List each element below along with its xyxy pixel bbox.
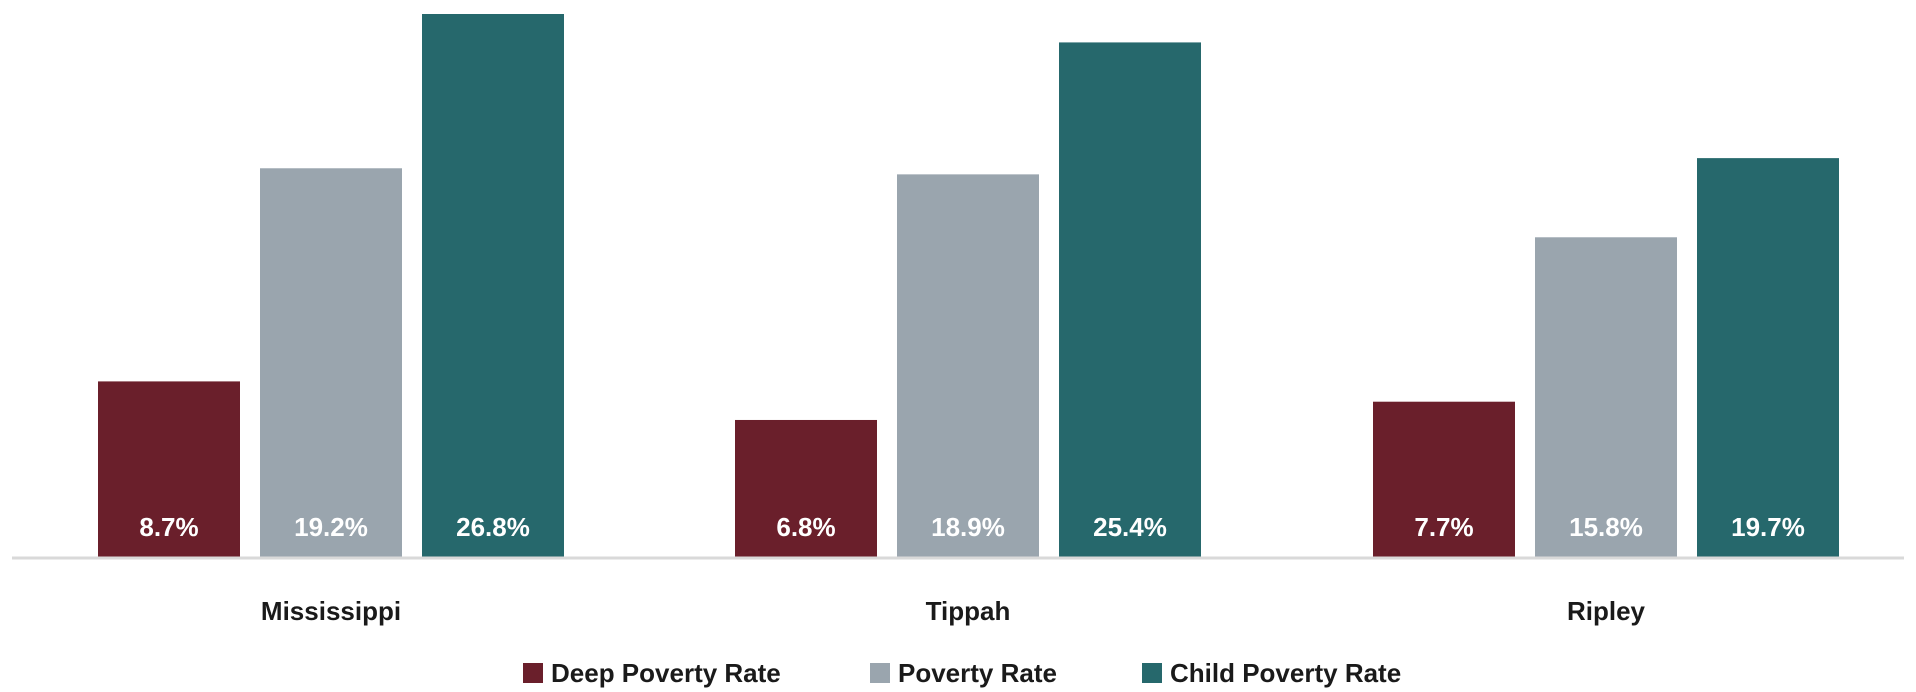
legend-swatch (523, 663, 543, 683)
bar-ripley-deep-poverty-rate (1373, 401, 1515, 558)
data-label: 19.2% (294, 512, 368, 542)
bar-mississippi-child-poverty-rate (422, 14, 564, 558)
bar-mississippi-poverty-rate (260, 168, 402, 558)
bar-tippah-deep-poverty-rate (735, 419, 877, 558)
bars-group: 8.7% 19.2% 26.8% 6.8% 18.9% 25.4% 7.7% 15.8% 19.… (98, 14, 1839, 559)
data-label: 15.8% (1569, 512, 1643, 542)
bar-tippah-poverty-rate (897, 174, 1039, 558)
data-label: 6.8% (776, 512, 835, 542)
legend-swatch (1142, 663, 1162, 683)
legend-label: Child Poverty Rate (1170, 658, 1401, 688)
category-label: Tippah (926, 596, 1011, 626)
data-label: 8.7% (139, 512, 198, 542)
bar-ripley-child-poverty-rate (1697, 158, 1839, 559)
data-label: 26.8% (456, 512, 530, 542)
bar-mississippi-deep-poverty-rate (98, 381, 240, 558)
legend-swatch (870, 663, 890, 683)
legend-label: Deep Poverty Rate (551, 658, 781, 688)
category-label: Ripley (1567, 596, 1646, 626)
category-label: Mississippi (261, 596, 401, 626)
data-label: 18.9% (931, 512, 1005, 542)
category-labels: Mississippi Tippah Ripley (261, 596, 1646, 626)
bar-tippah-child-poverty-rate (1059, 42, 1201, 559)
legend: Deep Poverty Rate Poverty Rate Child Pover… (523, 658, 1401, 688)
legend-label: Poverty Rate (898, 658, 1057, 688)
data-label: 19.7% (1731, 512, 1805, 542)
data-label: 7.7% (1414, 512, 1473, 542)
data-label: 25.4% (1093, 512, 1167, 542)
bar-ripley-poverty-rate (1535, 237, 1677, 559)
